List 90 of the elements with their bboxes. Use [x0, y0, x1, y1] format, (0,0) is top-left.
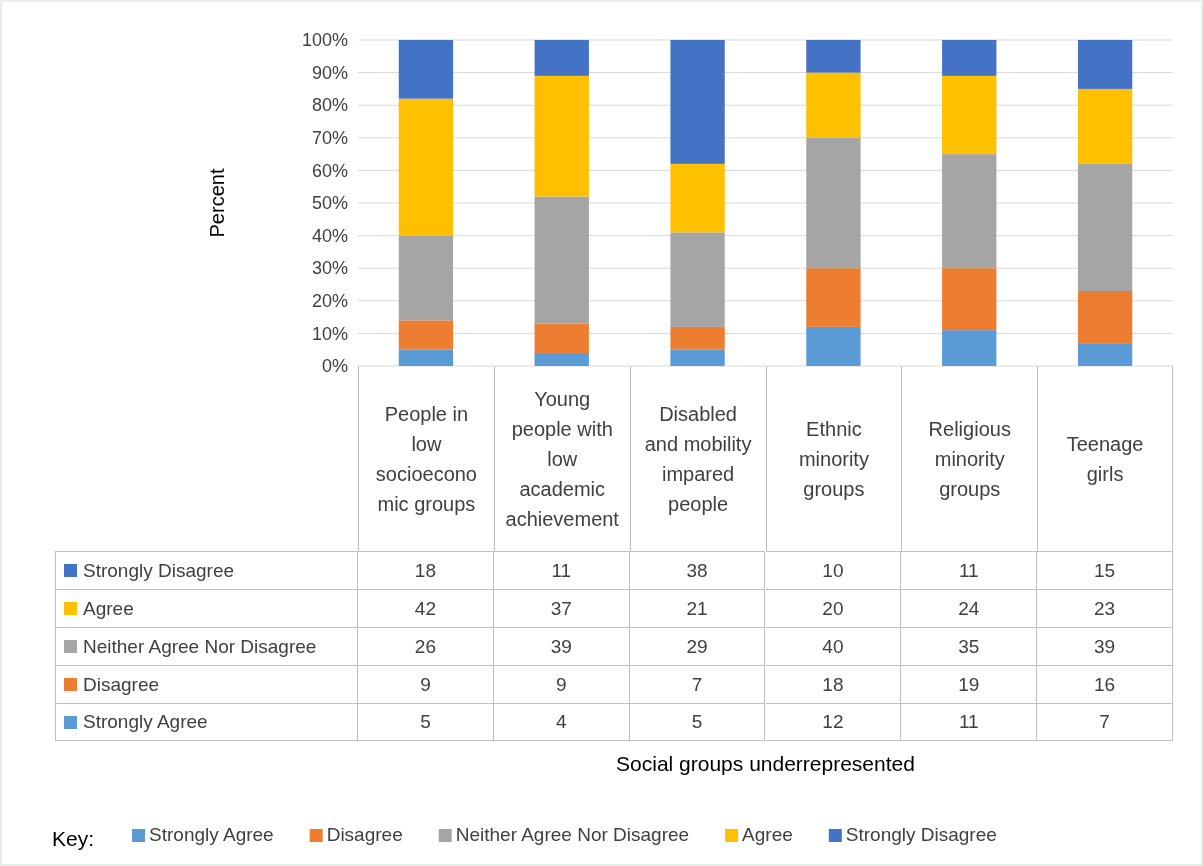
data-label: 40	[765, 627, 902, 665]
x-tick-label: People in low socioeconomic groups	[358, 366, 494, 551]
bar	[806, 268, 861, 327]
legend-label: Agree	[83, 597, 134, 620]
x-tick-label: Disabled and mobility impared people	[629, 366, 766, 551]
data-label: 7	[1037, 703, 1173, 741]
bar	[806, 326, 861, 366]
bar	[942, 40, 997, 76]
data-label: 39	[1037, 627, 1173, 665]
data-label: 16	[1037, 665, 1173, 703]
data-label: 29	[629, 627, 766, 665]
data-label: 9	[493, 665, 630, 703]
y-tick-label: 30%	[311, 258, 348, 279]
bar	[942, 154, 997, 269]
data-label: 20	[765, 589, 902, 627]
data-label: 7	[629, 665, 766, 703]
data-label: 9	[358, 665, 494, 703]
data-label: 38	[629, 551, 766, 589]
data-label: 11	[493, 551, 630, 589]
legend-label: Neither Agree Nor Disagree	[83, 635, 317, 658]
data-label: 5	[358, 703, 494, 741]
bar	[398, 349, 454, 366]
data-label: 35	[901, 627, 1038, 665]
data-label: 26	[358, 627, 494, 665]
bar	[398, 40, 454, 99]
y-tick-label: 50%	[311, 193, 348, 214]
legend-title: Key:	[52, 827, 95, 850]
x-tick-label: Religious minority groups	[901, 366, 1038, 551]
x-tick-label: Ethnic minority groups	[765, 366, 902, 551]
bar	[534, 352, 589, 366]
text: Social groups underrepresented	[616, 752, 915, 775]
bar	[670, 326, 725, 350]
data-label: 42	[358, 589, 494, 627]
data-label: 12	[765, 703, 902, 741]
data-label: 18	[765, 665, 902, 703]
bar	[942, 268, 997, 331]
data-label: 21	[629, 589, 766, 627]
legend-label: Strongly Disagree	[83, 559, 235, 582]
legend-label: Disagree	[83, 673, 160, 696]
y-tick-label: 10%	[311, 323, 348, 344]
data-label: 23	[1037, 589, 1173, 627]
bar	[806, 137, 861, 269]
text: Disagree	[326, 824, 403, 845]
x-tick-label: Young people with low academic achievement	[493, 366, 630, 551]
bar	[1077, 291, 1133, 344]
bar	[670, 163, 725, 233]
data-label: 19	[901, 665, 1038, 703]
y-tick-label: 60%	[311, 160, 348, 181]
text: Agree	[742, 824, 793, 845]
bar	[1077, 88, 1133, 164]
data-label: 11	[901, 551, 1038, 589]
y-axis-title: Percent	[206, 168, 228, 238]
bar	[942, 330, 997, 366]
y-tick-label: 40%	[311, 225, 348, 246]
y-tick-label: 100%	[301, 30, 348, 51]
bar	[398, 320, 454, 350]
bar	[534, 196, 589, 324]
y-tick-label: 20%	[311, 291, 348, 312]
y-tick-label: 70%	[311, 128, 348, 149]
bar	[1077, 163, 1133, 292]
bar	[1077, 343, 1133, 366]
data-label: 5	[629, 703, 766, 741]
bar	[534, 75, 589, 197]
bar	[670, 232, 725, 327]
text: Strongly Agree	[149, 824, 274, 845]
data-label: 18	[358, 551, 494, 589]
bar	[534, 40, 589, 76]
data-label: 39	[493, 627, 630, 665]
y-tick-label: 0%	[321, 356, 348, 377]
bar	[670, 40, 725, 164]
text: Neither Agree Nor Disagree	[455, 824, 690, 845]
bar	[398, 98, 454, 236]
bar	[534, 323, 589, 353]
y-tick-label: 90%	[311, 62, 348, 83]
data-label: 10	[765, 551, 902, 589]
x-tick-label: Teenage girls	[1037, 366, 1173, 551]
data-label: 37	[493, 589, 630, 627]
legend-label: Strongly Agree	[83, 711, 208, 733]
text: Strongly Disagree	[845, 824, 997, 845]
bar	[398, 235, 454, 321]
y-tick-label: 80%	[311, 95, 348, 116]
bar	[806, 40, 861, 73]
bar	[942, 75, 997, 155]
bar	[1077, 40, 1133, 89]
bar	[670, 349, 725, 366]
bar	[806, 72, 861, 138]
data-label: 24	[901, 589, 1038, 627]
data-label: 15	[1037, 551, 1173, 589]
data-label: 11	[901, 703, 1038, 741]
data-label: 4	[493, 703, 630, 741]
